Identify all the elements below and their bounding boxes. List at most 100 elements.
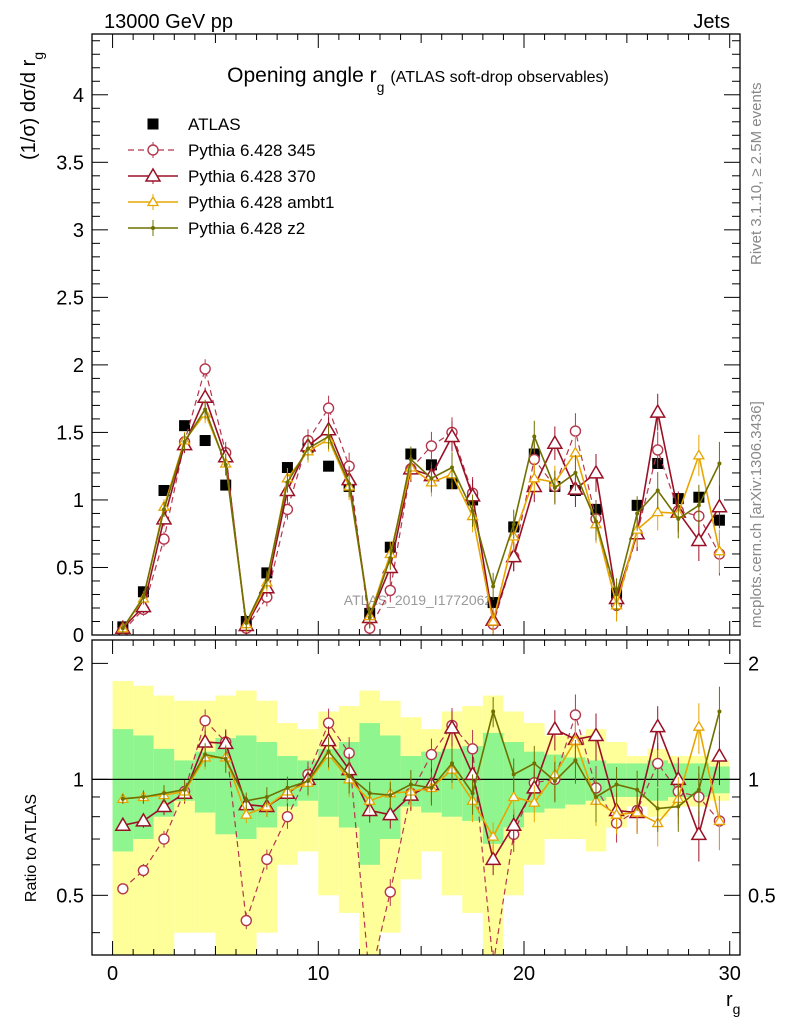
data-point — [158, 484, 170, 496]
data-point — [162, 507, 166, 512]
ratio-point — [388, 793, 393, 798]
y-tick-label-right: 0.5 — [748, 885, 776, 907]
ratio-point — [511, 772, 516, 777]
ratio-point — [470, 791, 475, 796]
data-point — [587, 464, 605, 479]
ratio-point — [381, 806, 399, 821]
data-point — [569, 446, 582, 457]
legend-item: Pythia 6.428 ambt1 — [128, 193, 334, 212]
ratio-point — [223, 756, 228, 761]
data-point — [713, 544, 726, 556]
y-tick-label: 0.5 — [56, 885, 84, 907]
x-axis-label: rg — [726, 989, 740, 1017]
ratio-bands — [92, 681, 740, 955]
ratio-point — [162, 791, 166, 796]
ratio-point — [135, 812, 152, 827]
data-point — [135, 598, 152, 613]
x-tick-label: 30 — [719, 963, 741, 985]
data-point — [717, 461, 722, 466]
data-point — [384, 584, 396, 597]
data-point — [408, 457, 413, 462]
data-point — [696, 503, 701, 508]
ratio-point — [244, 798, 249, 803]
ratio-point — [594, 794, 598, 799]
ratio-point — [528, 796, 541, 807]
ratio-point — [408, 782, 413, 787]
series-line — [122, 395, 721, 629]
series-4 — [120, 399, 722, 634]
ratio-point — [573, 758, 578, 763]
ratio-point — [117, 883, 129, 895]
legend-item: Pythia 6.428 z2 — [128, 219, 305, 238]
y-tick-label-right: 1 — [748, 769, 759, 791]
ratio-frame — [91, 639, 741, 956]
data-point — [505, 548, 523, 563]
x-tick-label: 0 — [107, 963, 118, 985]
band-outer — [133, 685, 154, 955]
y-tick-label: 3.5 — [56, 152, 84, 174]
series-line — [122, 407, 721, 629]
legend-label: Pythia 6.428 370 — [188, 167, 316, 186]
ratio-point — [264, 794, 269, 799]
data-point — [491, 584, 496, 589]
chart-title-main: Opening angle r — [227, 64, 376, 87]
legend-marker — [147, 118, 159, 130]
ratio-point — [569, 709, 582, 721]
ratio-point — [487, 830, 500, 841]
main-frame — [91, 33, 741, 636]
ratio-point — [158, 833, 170, 845]
ratio-point — [649, 718, 667, 733]
data-point — [120, 626, 125, 631]
data-point — [141, 595, 146, 600]
process-label: Jets — [693, 11, 730, 33]
rivet-label: Rivet 3.1.10, ≥ 2.5M events — [748, 83, 765, 266]
ratio-point — [429, 785, 434, 790]
legend-marker — [144, 167, 162, 182]
y-tick-label: 1 — [73, 490, 84, 512]
energy-label: 13000 GeV pp — [104, 11, 233, 33]
data-point — [651, 505, 664, 517]
data-point — [552, 485, 557, 490]
band-inner — [112, 729, 134, 852]
data-point — [450, 465, 454, 470]
x-axis-label-main: r — [726, 989, 733, 1011]
ratio-point — [199, 714, 211, 727]
band-inner — [482, 732, 504, 844]
data-point — [367, 615, 372, 620]
data-point — [244, 620, 249, 625]
ratio-point — [285, 785, 290, 790]
ratio-series — [114, 686, 728, 986]
data-point — [429, 476, 434, 481]
data-point — [281, 462, 293, 474]
y-tick-label: 3 — [73, 220, 84, 242]
ratio-point — [203, 752, 208, 757]
ratio-point — [717, 709, 722, 714]
ratio-point — [240, 914, 252, 927]
main-panel: ATLAS_2019_I1772062 0 0.5 1 1.5 2 2.5 3 3.5 4 Op… — [18, 33, 741, 647]
ratio-point — [552, 779, 557, 784]
band-inner — [215, 738, 236, 835]
y-axis-label: (1/σ) dσ/d rg — [18, 52, 46, 160]
data-point — [179, 420, 191, 432]
ratio-point — [614, 782, 619, 787]
legend-marker — [146, 195, 160, 207]
ratio-point — [484, 850, 502, 866]
ratio-point — [676, 804, 681, 809]
y-axis-label-main: (1/σ) dσ/d r — [18, 59, 40, 160]
data-point — [220, 479, 232, 491]
ratio-point — [631, 806, 644, 817]
data-point — [635, 511, 640, 516]
data-point — [711, 498, 728, 513]
ratio-panel-axes: 0 10 20 30 0.5 0.5 1 1 2 2 — [56, 639, 776, 985]
data-point — [652, 444, 664, 456]
y-tick-label: 4 — [73, 85, 84, 107]
main-panel-series — [114, 359, 728, 635]
legend-label: Pythia 6.428 ambt1 — [188, 193, 334, 212]
ratio-point — [491, 709, 496, 714]
y-tick-label: 2 — [73, 355, 84, 377]
data-point — [326, 434, 331, 439]
ratio-point — [365, 976, 375, 986]
ratio-point — [367, 791, 372, 796]
data-point — [692, 449, 705, 460]
ratio-point — [610, 808, 623, 819]
